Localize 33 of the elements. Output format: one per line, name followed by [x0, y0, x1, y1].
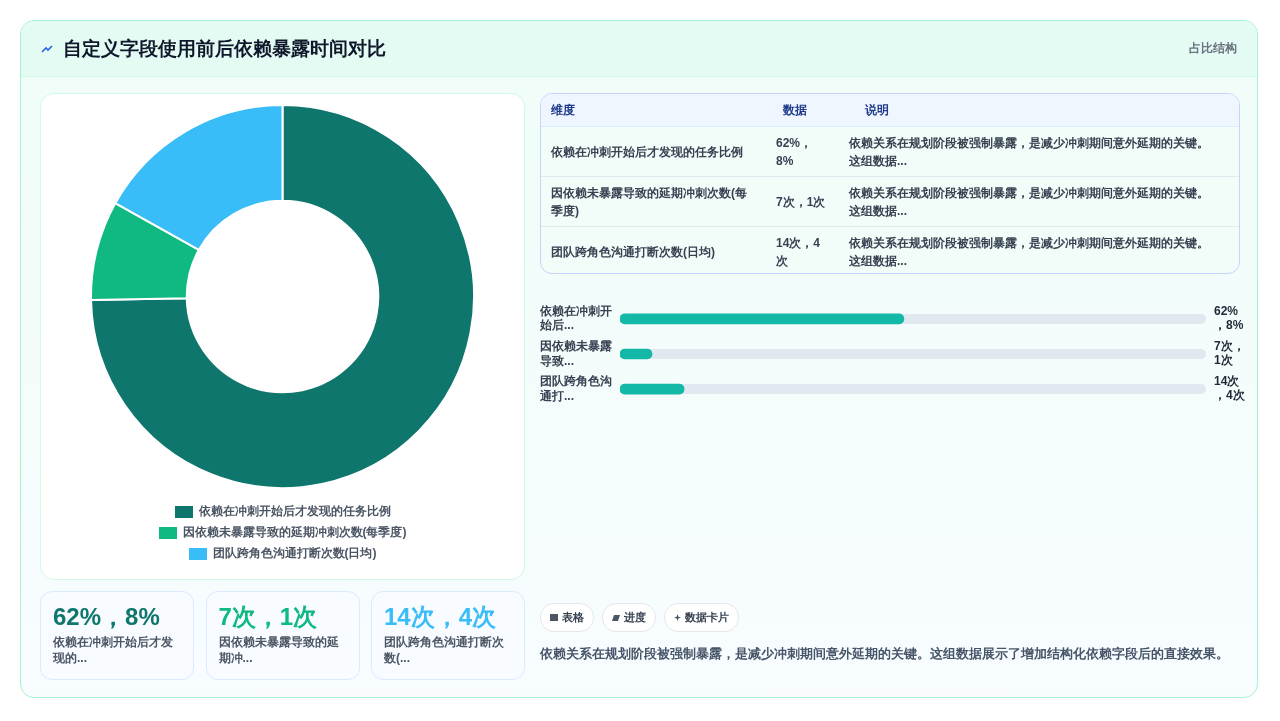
text: 因依赖未暴露导致的延期冲... — [218, 634, 340, 666]
data-label: 7次，1次 — [1214, 339, 1245, 368]
y-tick-label: 团队跨角色沟通打... — [539, 374, 612, 403]
text: 占比结构 — [1189, 40, 1237, 57]
text: 因依赖未暴露导致的延期冲刺次数(每季度) — [550, 184, 748, 220]
chart-title: 自定义字段使用前后依赖暴露时间对比 — [63, 36, 386, 61]
text: 依赖关系在规划阶段被强制暴露，是减少冲刺期间意外延期的关键。这组数据... — [848, 234, 1210, 270]
legend-label: 因依赖未暴露导致的延期冲刺次数(每季度) — [182, 524, 407, 541]
data-label: 62%，8% — [1214, 304, 1244, 333]
text: 7次，1次 — [775, 193, 827, 211]
text: 14次，4次 — [775, 234, 822, 270]
text: 团队跨角色沟通打断次数(... — [384, 634, 505, 666]
text: 62%，8% — [775, 134, 814, 170]
text: 依赖关系在规划阶段被强制暴露，是减少冲刺期间意外延期的关键。这组数据... — [848, 184, 1210, 220]
text: 14次，4次 — [384, 602, 498, 632]
text: 表格 — [562, 610, 584, 625]
legend-label: 依赖在冲刺开始后才发现的任务比例 — [198, 503, 391, 520]
text: 7次，1次 — [218, 602, 319, 632]
text: 进度 — [624, 610, 646, 625]
text: 依赖在冲刺开始后才发现的任务比例 — [550, 143, 744, 161]
text: 62%，8% — [53, 602, 161, 632]
text: 维度 — [550, 101, 576, 119]
text: 数据卡片 — [685, 610, 729, 625]
y-tick-label: 依赖在冲刺开始后... — [539, 304, 612, 333]
text: 说明 — [863, 101, 890, 119]
text: 依赖关系在规划阶段被强制暴露，是减少冲刺期间意外延期的关键。这组数据... — [848, 134, 1210, 170]
y-tick-label: 因依赖未暴露导致... — [540, 339, 612, 368]
text: 数据 — [781, 101, 808, 119]
text: 团队跨角色沟通打断次数(日均) — [550, 243, 716, 261]
text: 依赖在冲刺开始后才发现的... — [53, 634, 174, 666]
legend-label: 团队跨角色沟通打断次数(日均) — [212, 545, 377, 562]
data-label: 14次，4次 — [1214, 374, 1246, 403]
text: 依赖关系在规划阶段被强制暴露，是减少冲刺期间意外延期的关键。这组数据展示了增加结构化依赖字段后的直接效果。 — [540, 645, 1230, 663]
